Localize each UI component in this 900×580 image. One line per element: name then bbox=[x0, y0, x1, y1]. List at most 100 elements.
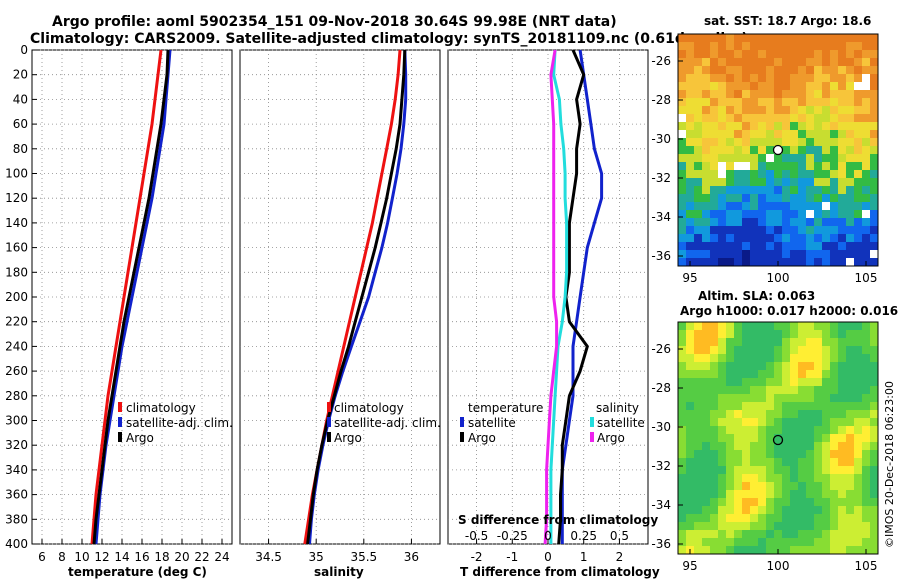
map-cell bbox=[734, 202, 742, 210]
map-cell bbox=[790, 426, 798, 434]
map-cell bbox=[678, 58, 686, 66]
map-cell bbox=[854, 154, 862, 162]
map-cell bbox=[710, 338, 718, 346]
map-cell bbox=[710, 154, 718, 162]
map-cell bbox=[734, 466, 742, 474]
map-cell bbox=[702, 242, 710, 250]
map-cell bbox=[694, 82, 702, 90]
tick-label-x: 22 bbox=[194, 550, 209, 564]
map-cell bbox=[750, 162, 758, 170]
map-cell bbox=[830, 394, 838, 402]
map-cell bbox=[822, 474, 830, 482]
map-cell bbox=[734, 474, 742, 482]
map-cell bbox=[678, 122, 686, 130]
map-cell bbox=[806, 242, 814, 250]
map-cell bbox=[742, 394, 750, 402]
series-line-argo bbox=[306, 49, 407, 545]
map-cell bbox=[774, 442, 782, 450]
map-cell bbox=[686, 242, 694, 250]
map-cell bbox=[702, 402, 710, 410]
map-cell bbox=[766, 346, 774, 354]
map-cell bbox=[846, 458, 854, 466]
map-cell bbox=[822, 506, 830, 514]
map-cell bbox=[798, 450, 806, 458]
map-cell bbox=[870, 130, 878, 138]
map-cell bbox=[774, 490, 782, 498]
map-cell bbox=[678, 418, 686, 426]
map-cell bbox=[838, 194, 846, 202]
map-cell bbox=[750, 434, 758, 442]
map-cell bbox=[702, 146, 710, 154]
map-cell bbox=[702, 170, 710, 178]
map-cell bbox=[774, 386, 782, 394]
map-cell bbox=[750, 378, 758, 386]
sla-map-cells bbox=[678, 322, 878, 554]
map-cell bbox=[806, 170, 814, 178]
map-cell bbox=[710, 170, 718, 178]
map-cell bbox=[750, 474, 758, 482]
map-cell bbox=[814, 322, 822, 330]
map-cell bbox=[710, 90, 718, 98]
map-cell bbox=[862, 58, 870, 66]
map-cell bbox=[678, 450, 686, 458]
map-cell bbox=[678, 186, 686, 194]
map-cell bbox=[686, 330, 694, 338]
map-cell bbox=[686, 162, 694, 170]
map-cell bbox=[702, 258, 710, 266]
map-cell bbox=[822, 514, 830, 522]
map-cell bbox=[862, 66, 870, 74]
map-cell bbox=[678, 370, 686, 378]
map-cell bbox=[678, 426, 686, 434]
map-cell bbox=[774, 210, 782, 218]
map-cell bbox=[734, 194, 742, 202]
map-cell bbox=[870, 34, 878, 42]
map-cell bbox=[822, 170, 830, 178]
map-cell bbox=[758, 162, 766, 170]
map-cell bbox=[686, 378, 694, 386]
map-cell bbox=[870, 234, 878, 242]
map-cell bbox=[726, 138, 734, 146]
map-cell bbox=[830, 258, 838, 266]
map-cell bbox=[846, 202, 854, 210]
map-cell bbox=[702, 234, 710, 242]
map-cell bbox=[758, 442, 766, 450]
map-cell bbox=[838, 146, 846, 154]
map-cell bbox=[862, 330, 870, 338]
map-cell bbox=[798, 234, 806, 242]
map-cell bbox=[854, 506, 862, 514]
map-cell bbox=[758, 546, 766, 554]
map-cell bbox=[798, 186, 806, 194]
map-cell bbox=[862, 378, 870, 386]
map-cell bbox=[862, 458, 870, 466]
map-cell bbox=[822, 458, 830, 466]
map-cell bbox=[710, 74, 718, 82]
map-cell bbox=[678, 154, 686, 162]
map-cell bbox=[782, 370, 790, 378]
map-cell bbox=[718, 194, 726, 202]
map-cell bbox=[774, 194, 782, 202]
map-cell bbox=[758, 178, 766, 186]
map-cell bbox=[862, 162, 870, 170]
map-tick-label-x: 105 bbox=[855, 271, 878, 285]
map-cell bbox=[806, 426, 814, 434]
map-cell bbox=[718, 418, 726, 426]
map-cell bbox=[854, 170, 862, 178]
map-cell bbox=[822, 498, 830, 506]
map-cell bbox=[790, 250, 798, 258]
map-cell bbox=[710, 514, 718, 522]
map-cell bbox=[798, 162, 806, 170]
legend-label-satellite: satellite-adj. clim. bbox=[126, 416, 233, 430]
map-cell bbox=[870, 106, 878, 114]
map-cell bbox=[790, 538, 798, 546]
map-cell bbox=[750, 546, 758, 554]
map-cell bbox=[870, 466, 878, 474]
map-cell bbox=[710, 98, 718, 106]
map-cell bbox=[742, 58, 750, 66]
map-cell bbox=[742, 370, 750, 378]
legend-swatch-s-argo bbox=[590, 432, 594, 442]
map-cell bbox=[758, 146, 766, 154]
map-cell bbox=[734, 346, 742, 354]
map-cell bbox=[718, 250, 726, 258]
map-cell bbox=[742, 130, 750, 138]
map-cell bbox=[750, 442, 758, 450]
